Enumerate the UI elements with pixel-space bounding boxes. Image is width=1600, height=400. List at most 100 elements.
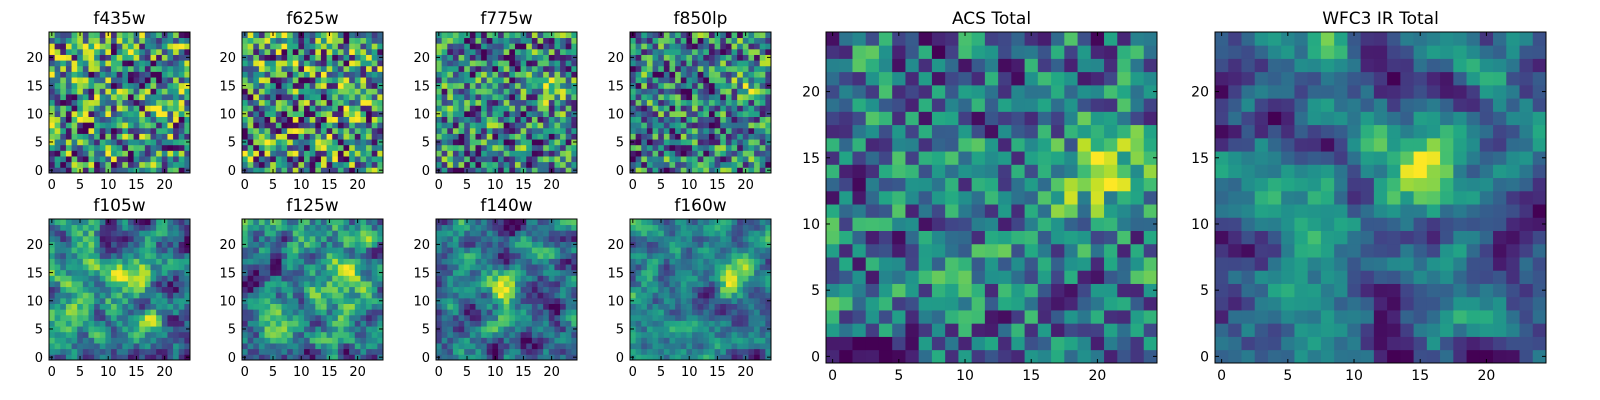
heatmap-cell xyxy=(332,110,339,117)
heatmap-cell xyxy=(122,105,129,112)
heatmap-cell xyxy=(287,264,294,271)
heatmap-cell xyxy=(720,88,727,95)
heatmap-cell xyxy=(173,150,180,157)
heatmap-cell xyxy=(65,297,72,304)
heatmap-cell xyxy=(452,127,459,134)
heatmap-cell xyxy=(548,65,555,72)
heatmap-cell xyxy=(492,144,499,151)
heatmap-cell xyxy=(315,292,322,299)
heatmap-cell xyxy=(320,48,327,55)
x-tick-label: 5 xyxy=(269,365,277,380)
heatmap-cell xyxy=(332,264,339,271)
heatmap-cell xyxy=(167,281,174,288)
x-tick-label: 10 xyxy=(100,365,117,380)
heatmap-cell xyxy=(759,65,766,72)
heatmap-cell xyxy=(60,105,67,112)
heatmap-cell xyxy=(377,247,384,254)
heatmap-cell xyxy=(253,161,260,168)
heatmap-cell xyxy=(287,309,294,316)
heatmap-cell xyxy=(264,167,271,174)
heatmap-cell xyxy=(366,269,373,276)
heatmap-cell xyxy=(287,133,294,140)
heatmap-cell xyxy=(697,303,704,310)
heatmap-cell xyxy=(275,54,282,61)
heatmap-cell xyxy=(526,150,533,157)
heatmap-cell xyxy=(60,116,67,123)
heatmap-cell xyxy=(184,286,191,293)
heatmap-cell xyxy=(548,297,555,304)
heatmap-cell xyxy=(652,161,659,168)
heatmap-cell xyxy=(686,320,693,327)
heatmap-cell xyxy=(88,127,95,134)
heatmap-cell xyxy=(315,94,322,101)
heatmap-cell xyxy=(630,105,637,112)
heatmap-cell xyxy=(366,32,373,39)
heatmap-cell xyxy=(630,303,637,310)
heatmap-cell xyxy=(652,269,659,276)
heatmap-cell xyxy=(748,60,755,67)
heatmap-cell xyxy=(247,224,254,231)
heatmap-cell xyxy=(737,331,744,338)
heatmap-cell xyxy=(304,337,311,344)
heatmap-cell xyxy=(304,235,311,242)
heatmap-cell xyxy=(88,54,95,61)
heatmap-cell xyxy=(658,156,665,163)
heatmap-cell xyxy=(150,94,157,101)
heatmap-cell xyxy=(60,37,67,44)
heatmap-cell xyxy=(658,60,665,67)
heatmap-cell xyxy=(486,230,493,237)
heatmap-cell xyxy=(748,71,755,78)
heatmap-cell xyxy=(486,65,493,72)
y-tick-label: 5 xyxy=(35,136,43,151)
heatmap-cell xyxy=(748,286,755,293)
heatmap-cell xyxy=(441,269,448,276)
heatmap-cell xyxy=(526,241,533,248)
heatmap-cell xyxy=(469,99,476,106)
heatmap-cell xyxy=(65,122,72,129)
heatmap-cell xyxy=(354,94,361,101)
heatmap-cell xyxy=(281,247,288,254)
heatmap-cell xyxy=(77,122,84,129)
heatmap-cell xyxy=(543,264,550,271)
heatmap-cell xyxy=(326,161,333,168)
heatmap-cell xyxy=(652,116,659,123)
heatmap-cell xyxy=(116,292,123,299)
heatmap-cell xyxy=(737,286,744,293)
heatmap-cell xyxy=(270,82,277,89)
heatmap-cell xyxy=(441,326,448,333)
heatmap-cell xyxy=(469,77,476,84)
heatmap-cell xyxy=(133,343,140,350)
heatmap-cell xyxy=(658,297,665,304)
heatmap-cell xyxy=(503,252,510,259)
heatmap-cell xyxy=(349,219,356,226)
heatmap-cell xyxy=(122,150,129,157)
heatmap-cell xyxy=(641,314,648,321)
heatmap-cell xyxy=(498,127,505,134)
heatmap-cell xyxy=(765,156,772,163)
heatmap-cell xyxy=(560,337,567,344)
heatmap-cell xyxy=(337,94,344,101)
heatmap-cell xyxy=(669,122,676,129)
heatmap-cell xyxy=(253,110,260,117)
heatmap-cell xyxy=(354,139,361,146)
heatmap-cell xyxy=(441,54,448,61)
heatmap-cell xyxy=(173,224,180,231)
heatmap-cell xyxy=(452,297,459,304)
heatmap-cell xyxy=(275,235,282,242)
heatmap-cell xyxy=(565,252,572,259)
heatmap-cell xyxy=(441,161,448,168)
x-tick-label: 0 xyxy=(435,365,443,380)
heatmap-cell xyxy=(304,252,311,259)
heatmap-cell xyxy=(287,167,294,174)
heatmap-cell xyxy=(498,337,505,344)
heatmap-cell xyxy=(247,247,254,254)
heatmap-cell xyxy=(111,269,118,276)
heatmap-cell xyxy=(65,343,72,350)
heatmap-cell xyxy=(537,292,544,299)
heatmap-cell xyxy=(742,286,749,293)
heatmap-cell xyxy=(543,156,550,163)
heatmap-cell xyxy=(77,258,84,265)
heatmap-cell xyxy=(258,331,265,338)
heatmap-cell xyxy=(332,230,339,237)
heatmap-cell xyxy=(88,88,95,95)
